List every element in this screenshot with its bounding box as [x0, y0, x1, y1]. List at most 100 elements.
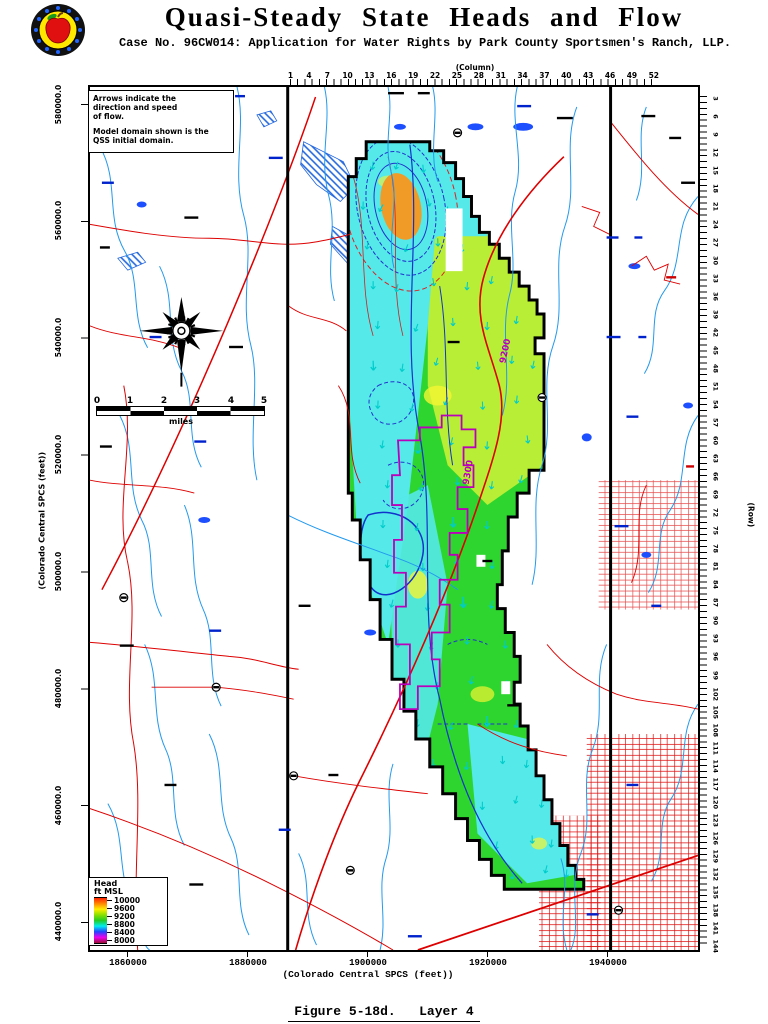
top-axis-labels: 1 4 7 10 13 16 19 22 25 28 31 34 37 40 43 46 49 52: [287, 71, 659, 80]
scale-tick-label: 1: [126, 396, 134, 406]
right-axis-ticks: [700, 96, 707, 948]
bottom-axis-title: (Colorado Central SPCS (feet)): [282, 969, 454, 980]
row-tick-label: 102: [711, 687, 720, 701]
row-tick-label: 81: [711, 562, 720, 572]
row-tick-label: 27: [711, 238, 720, 248]
column-tick-label: 25: [451, 71, 463, 80]
row-tick-label: 135: [711, 885, 720, 899]
column-tick-label: 10: [342, 71, 353, 80]
road-layer: [90, 96, 698, 950]
head-legend-row: 10000: [107, 897, 140, 904]
column-tick-label: 7: [324, 71, 330, 80]
high-head-mound: [348, 141, 459, 292]
head-legend-row: 8800: [107, 921, 140, 928]
row-tick-label: 66: [711, 472, 720, 482]
easting-tick-label: 1920000: [469, 958, 507, 968]
head-legend-row: 9600: [107, 905, 140, 912]
domain-note: Model domain shown is the QSS initial do…: [93, 127, 209, 145]
row-tick-label: 15: [711, 166, 720, 176]
row-tick-label: 138: [711, 903, 720, 917]
head-legend-values: 10000 9600 9200 8800 8400 8000: [107, 897, 140, 944]
lake-layer: [136, 122, 694, 636]
scale-tick-label: 5: [260, 396, 268, 406]
row-tick-label: 111: [711, 741, 720, 755]
flow-note: Arrows indicate the direction and speed …: [93, 94, 178, 121]
top-axis-title: (Column): [455, 63, 495, 72]
inactive-cells: [445, 208, 511, 695]
row-tick-label: 108: [711, 723, 720, 737]
column-tick-label: 28: [473, 71, 484, 80]
scale-bar: 0 1 2 3 4 5 miles: [93, 396, 268, 426]
head-color-ramp: [94, 897, 107, 944]
column-tick-label: 13: [364, 71, 375, 80]
logo-dot-ring: [34, 6, 82, 54]
row-tick-label: 75: [711, 526, 720, 536]
highway-marker-icons: [119, 128, 624, 915]
left-axis-ticks: [81, 104, 88, 924]
map-area: 9200 9300: [88, 85, 700, 952]
row-tick-label: 87: [711, 598, 720, 608]
head-legend-row: 8400: [107, 929, 140, 936]
row-tick-label: 105: [711, 705, 720, 719]
scale-tick-label: 0: [93, 396, 101, 406]
row-tick-label: 9: [711, 132, 720, 137]
easting-tick-label: 1880000: [229, 958, 267, 968]
northing-tick-label: 500000.0: [54, 551, 64, 592]
right-axis-labels: 3 6 9 12 15 18 21 24 27 30 33 36 39 42 45 48 51 54 57 60 63 6…: [709, 93, 721, 953]
northing-tick-label: 520000.0: [54, 434, 64, 475]
row-tick-label: 129: [711, 849, 720, 863]
column-tick-label: 4: [306, 71, 312, 80]
row-tick-label: 51: [711, 382, 720, 392]
head-legend-units: ft MSL: [94, 887, 123, 896]
column-tick-label: 19: [407, 71, 419, 80]
map-canvas: 9200 9300: [90, 87, 698, 950]
row-tick-label: 33: [711, 274, 720, 284]
model-domain-boundary: [346, 140, 586, 891]
scale-bar-rule: [96, 406, 265, 416]
subdivision-grid-layer: [539, 480, 698, 950]
head-legend-row: 9200: [107, 913, 140, 920]
scale-bar-unit: miles: [168, 417, 193, 426]
row-tick-label: 30: [711, 256, 720, 266]
row-tick-label: 21: [711, 202, 720, 212]
row-tick-label: 39: [711, 310, 720, 320]
apple-seal-logo: [31, 4, 85, 56]
row-tick-label: 57: [711, 418, 720, 428]
head-legend-row: 8000: [107, 937, 140, 944]
row-tick-label: 3: [711, 96, 720, 101]
row-tick-label: 48: [711, 364, 720, 374]
figure-caption: Figure 5-18d. Layer 4: [0, 1000, 768, 1022]
bottom-axis-ticks: [127, 952, 609, 957]
row-tick-label: 36: [711, 292, 720, 302]
row-tick-label: 78: [711, 544, 720, 554]
northing-tick-label: 540000.0: [54, 317, 64, 358]
row-tick-label: 54: [711, 400, 720, 410]
ranch-boundary: 9200 9300: [391, 338, 513, 711]
row-tick-label: 144: [711, 939, 720, 953]
easting-tick-label: 1900000: [349, 958, 387, 968]
northing-tick-label: 440000.0: [54, 902, 64, 942]
row-tick-label: 123: [711, 813, 720, 827]
column-tick-label: 46: [604, 71, 616, 80]
boundary-lines: [286, 87, 613, 950]
row-tick-label: 114: [711, 759, 720, 773]
northing-tick-label: 460000.0: [54, 785, 64, 825]
row-tick-label: 42: [711, 328, 720, 338]
row-tick-label: 90: [711, 616, 720, 626]
column-tick-label: 37: [539, 71, 550, 80]
row-tick-label: 141: [711, 921, 720, 935]
row-tick-label: 99: [711, 670, 720, 680]
bottom-axis-labels: 1860000 1880000 1900000 1920000 1940000: [88, 958, 648, 968]
column-tick-label: 1: [287, 71, 294, 80]
column-tick-label: 52: [648, 71, 659, 80]
row-tick-label: 126: [711, 831, 720, 845]
scale-bar-labels: 0 1 2 3 4 5: [93, 396, 268, 406]
column-tick-label: 43: [582, 71, 594, 80]
head-legend-title: Head: [94, 879, 118, 888]
column-tick-label: 34: [517, 71, 528, 80]
scale-tick-label: 4: [227, 396, 235, 406]
row-tick-label: 18: [711, 184, 720, 194]
row-tick-label: 60: [711, 436, 720, 446]
page-title: Quasi-Steady State Heads and Flow: [164, 2, 684, 32]
northing-tick-label: 480000.0: [54, 668, 64, 708]
